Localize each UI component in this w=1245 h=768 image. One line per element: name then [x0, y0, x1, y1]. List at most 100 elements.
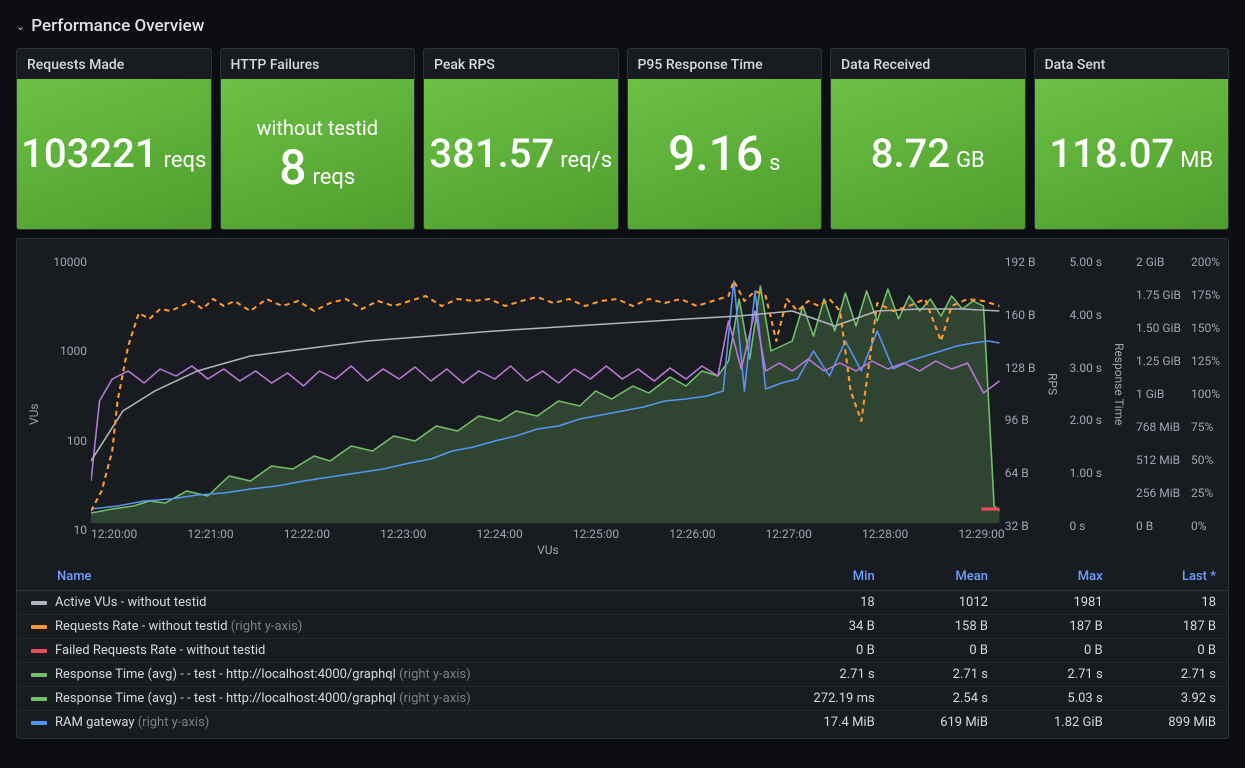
section-header[interactable]: ⌄ Performance Overview	[16, 16, 1229, 36]
axis-tick: 96 B	[1005, 413, 1029, 427]
axis-tick: 50%	[1191, 453, 1213, 467]
legend-min: 18	[752, 591, 887, 615]
y-axis-right-4: 200%175%150%125%100%75%50%25%0%	[1191, 251, 1220, 537]
stat-title: HTTP Failures	[221, 49, 415, 79]
legend-row[interactable]: RAM gateway (right y-axis)17.4 MiB619 Mi…	[17, 711, 1228, 735]
legend-header-row[interactable]: Name Min Mean Max Last *	[17, 563, 1228, 591]
axis-tick: 10000	[53, 255, 87, 269]
axis-tick: 1000	[60, 344, 87, 358]
legend-row[interactable]: Response Time (avg) - - test - http://lo…	[17, 687, 1228, 711]
axis-tick: 1.25 GiB	[1136, 354, 1181, 368]
axis-tick: 2.00 s	[1069, 413, 1102, 427]
x-axis-title: VUs	[91, 541, 1005, 557]
legend-series-name: Response Time (avg) - - test - http://lo…	[55, 691, 399, 706]
stat-panel[interactable]: HTTP Failures without testid 8reqs	[220, 48, 416, 230]
stat-value: 381.57req/s	[429, 134, 612, 174]
x-tick: 12:27:00	[766, 527, 812, 541]
axis-tick: 64 B	[1005, 466, 1029, 480]
legend-series-name: RAM gateway	[55, 715, 138, 730]
axis-tick: 0 s	[1069, 519, 1085, 533]
legend-last: 187 B	[1115, 615, 1228, 639]
legend-last: 0 B	[1115, 639, 1228, 663]
stat-panel[interactable]: Peak RPS 381.57req/s	[423, 48, 619, 230]
stat-value: 118.07MB	[1049, 134, 1213, 174]
legend-min: 2.71 s	[752, 663, 887, 687]
legend-last: 18	[1115, 591, 1228, 615]
legend-row[interactable]: Failed Requests Rate - without testid 0 …	[17, 639, 1228, 663]
axis-tick: 1.50 GiB	[1136, 321, 1181, 335]
legend-name-cell[interactable]: RAM gateway (right y-axis)	[17, 711, 752, 735]
legend-table: Name Min Mean Max Last * Active VUs - wi…	[17, 563, 1228, 734]
legend-col-last[interactable]: Last *	[1115, 563, 1228, 591]
legend-max: 2.71 s	[1000, 663, 1115, 687]
legend-series-name: Active VUs - without testid	[55, 595, 207, 610]
legend-max: 1.82 GiB	[1000, 711, 1115, 735]
legend-mean: 1012	[887, 591, 1000, 615]
right-axes-group: 192 B160 B128 B96 B64 B32 B RPS 5.00 s4.…	[1005, 251, 1220, 557]
legend-row[interactable]: Active VUs - without testid 181012198118	[17, 591, 1228, 615]
stat-value: 8reqs	[279, 144, 355, 192]
stat-pretext: without testid	[256, 116, 378, 140]
axis-tick: 150%	[1191, 321, 1220, 335]
x-tick: 12:21:00	[187, 527, 233, 541]
axis-tick: 2 GiB	[1136, 255, 1164, 269]
stat-title: Data Received	[831, 49, 1025, 79]
x-tick: 12:29:00	[958, 527, 1004, 541]
axis-tick: 256 MiB	[1136, 486, 1180, 500]
legend-name-cell[interactable]: Response Time (avg) - - test - http://lo…	[17, 687, 752, 711]
legend-axis-hint: (right y-axis)	[399, 667, 471, 682]
timeseries-plot[interactable]	[91, 251, 1005, 523]
chevron-down-icon: ⌄	[16, 20, 25, 33]
legend-col-min[interactable]: Min	[752, 563, 887, 591]
plot-container[interactable]: 12:20:0012:21:0012:22:0012:23:0012:24:00…	[91, 251, 1005, 557]
x-tick: 12:25:00	[573, 527, 619, 541]
legend-series-name: Response Time (avg) - - test - http://lo…	[55, 667, 399, 682]
legend-max: 187 B	[1000, 615, 1115, 639]
x-tick: 12:23:00	[380, 527, 426, 541]
legend-name-cell[interactable]: Requests Rate - without testid (right y-…	[17, 615, 752, 639]
stat-value: 103221reqs	[21, 134, 206, 174]
y-axis-right-1: 192 B160 B128 B96 B64 B32 B	[1005, 251, 1036, 537]
legend-col-name[interactable]: Name	[17, 563, 752, 591]
legend-name-cell[interactable]: Failed Requests Rate - without testid	[17, 639, 752, 663]
legend-col-max[interactable]: Max	[1000, 563, 1115, 591]
legend-last: 3.92 s	[1115, 687, 1228, 711]
legend-row[interactable]: Requests Rate - without testid (right y-…	[17, 615, 1228, 639]
axis-tick: 175%	[1191, 288, 1220, 302]
chart-panel: VUs 10000100010010 12:20:0012:21:0012:22…	[16, 238, 1229, 739]
y-axis-left: 10000100010010	[41, 251, 91, 557]
stat-body: 381.57req/s	[424, 79, 618, 229]
x-tick: 12:26:00	[669, 527, 715, 541]
legend-swatch	[31, 649, 47, 653]
stat-title: Peak RPS	[424, 49, 618, 79]
chart-area: VUs 10000100010010 12:20:0012:21:0012:22…	[17, 247, 1228, 557]
stat-panel[interactable]: Requests Made103221reqs	[16, 48, 212, 230]
legend-axis-hint: (right y-axis)	[138, 715, 210, 730]
axis-tick: 160 B	[1005, 308, 1036, 322]
x-tick: 12:20:00	[91, 527, 137, 541]
x-tick: 12:22:00	[284, 527, 330, 541]
legend-swatch	[31, 673, 47, 677]
legend-name-cell[interactable]: Active VUs - without testid	[17, 591, 752, 615]
axis-tick: 128 B	[1005, 361, 1036, 375]
axis-tick: 1.00 s	[1069, 466, 1102, 480]
axis-tick: 1.75 GiB	[1136, 288, 1181, 302]
axis-tick: 5.00 s	[1069, 255, 1102, 269]
stat-panel[interactable]: P95 Response Time9.16s	[627, 48, 823, 230]
x-tick: 12:28:00	[862, 527, 908, 541]
legend-name-cell[interactable]: Response Time (avg) - - test - http://lo…	[17, 663, 752, 687]
legend-col-mean[interactable]: Mean	[887, 563, 1000, 591]
legend-series-name: Requests Rate - without testid	[55, 619, 231, 634]
legend-min: 272.19 ms	[752, 687, 887, 711]
legend-mean: 619 MiB	[887, 711, 1000, 735]
stat-panel[interactable]: Data Received8.72GB	[830, 48, 1026, 230]
legend-series-name: Failed Requests Rate - without testid	[55, 643, 265, 658]
legend-row[interactable]: Response Time (avg) - - test - http://lo…	[17, 663, 1228, 687]
stat-body: 103221reqs	[17, 79, 211, 229]
right-axis-title-resptime: Response Time	[1112, 251, 1126, 537]
stat-value: 9.16s	[668, 130, 781, 178]
stat-body: 8.72GB	[831, 79, 1025, 229]
y-axis-left-title: VUs	[25, 251, 41, 557]
axis-tick: 125%	[1191, 354, 1220, 368]
stat-panel[interactable]: Data Sent118.07MB	[1034, 48, 1230, 230]
